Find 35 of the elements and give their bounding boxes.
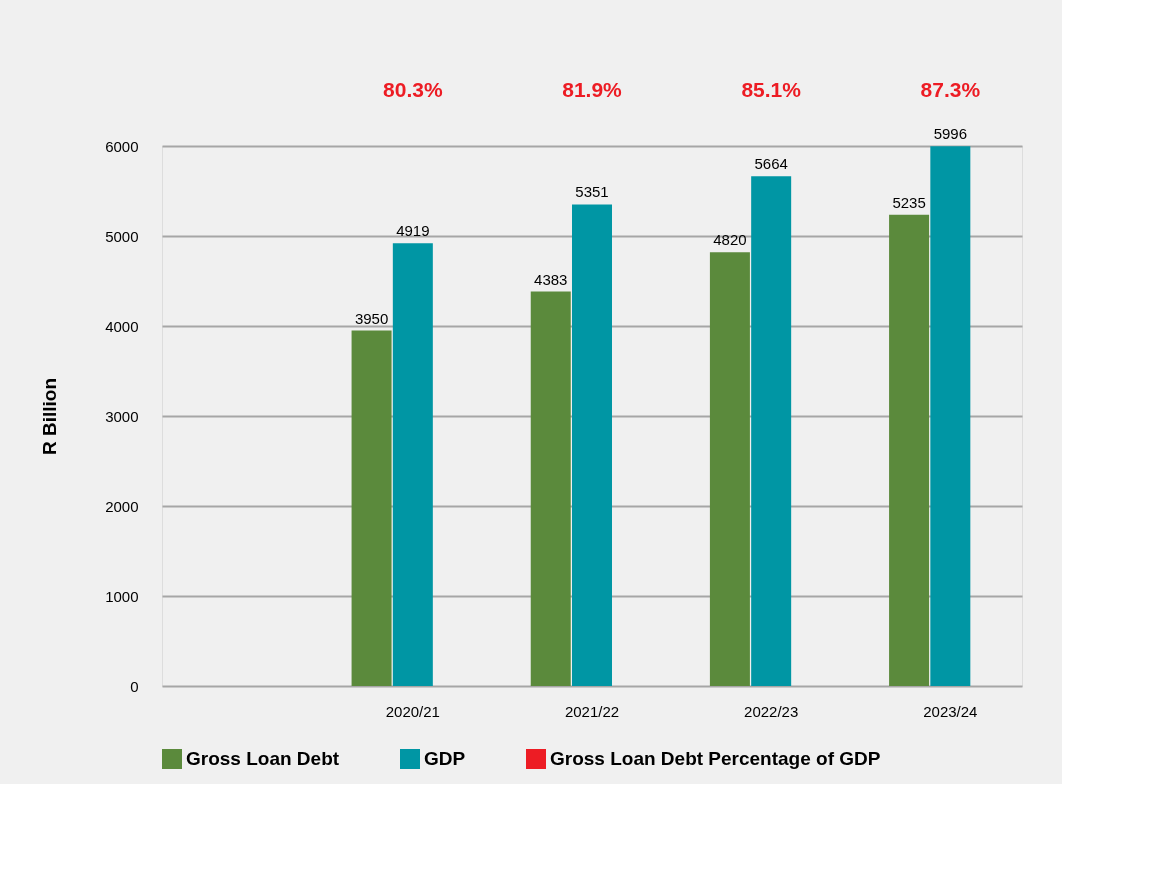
data-label: 4919 <box>396 222 430 240</box>
data-label: 5235 <box>892 193 926 211</box>
bar <box>392 243 433 686</box>
y-tick-label: 2000 <box>105 497 139 515</box>
bar <box>930 146 971 686</box>
x-tick-label: 2021/22 <box>564 702 620 720</box>
data-label: 3950 <box>354 309 389 327</box>
legend-label: Gross Loan Debt <box>186 748 340 769</box>
text: 80.3% <box>383 78 443 101</box>
bar <box>351 330 392 686</box>
legend-label: Gross Loan Debt Percentage of GDP <box>550 748 881 769</box>
text: 85.1% <box>741 78 802 101</box>
y-tick-label: 0 <box>130 677 139 695</box>
data-label: 4820 <box>713 231 747 249</box>
bar <box>572 204 612 686</box>
x-tick-label: 2022/23 <box>744 702 799 720</box>
x-tick-label: 2023/24 <box>923 702 978 720</box>
data-label: 5664 <box>754 155 788 173</box>
text: 87.3% <box>920 78 981 101</box>
legend-label: GDP <box>424 748 466 769</box>
data-label: 4383 <box>534 270 568 288</box>
bar <box>889 214 930 686</box>
data-label: 5996 <box>933 125 968 143</box>
bar <box>530 291 571 686</box>
y-axis-title: R Billion <box>39 377 61 456</box>
bar <box>709 252 750 686</box>
bar <box>751 176 792 686</box>
data-label: 5351 <box>575 183 609 201</box>
x-tick-label: 2020/21 <box>385 702 440 720</box>
y-tick-label: 6000 <box>105 137 139 155</box>
y-tick-label: 4000 <box>105 317 139 335</box>
text: 81.9% <box>562 78 623 101</box>
y-tick-label: 3000 <box>105 407 139 425</box>
y-tick-label: 5000 <box>105 227 139 245</box>
y-tick-label: 1000 <box>105 587 139 605</box>
